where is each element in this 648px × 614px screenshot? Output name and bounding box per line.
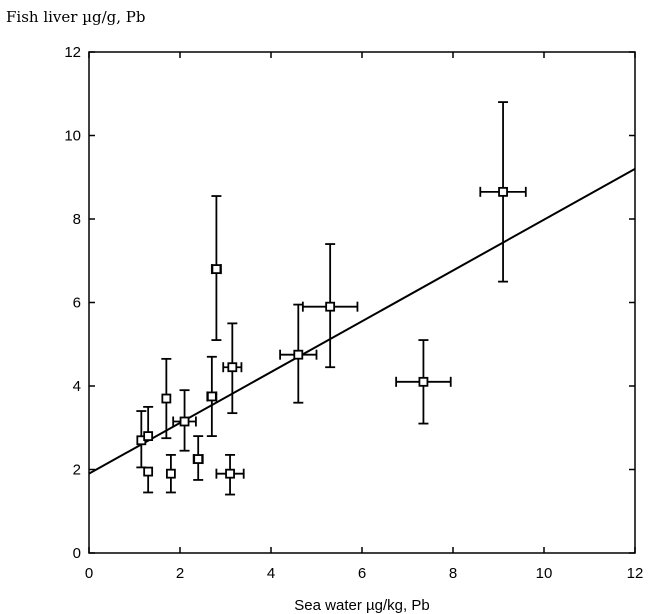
x-tick-label: 12 (627, 565, 644, 582)
point-marker (227, 362, 238, 373)
x-tick-label: 0 (85, 565, 93, 582)
point-marker (143, 431, 154, 442)
data-point (479, 101, 527, 283)
data-point (161, 357, 172, 440)
point-marker (418, 376, 429, 387)
data-point (215, 453, 245, 496)
x-tick-label: 8 (449, 565, 457, 582)
x-tick-label: 2 (176, 565, 184, 582)
y-tick-label: 6 (73, 295, 81, 312)
data-point (143, 466, 154, 494)
x-tick-label: 6 (358, 565, 366, 582)
data-point (206, 355, 218, 438)
regression-line (88, 168, 636, 475)
point-marker (325, 301, 336, 312)
data-point (301, 243, 359, 369)
y-tick-label: 12 (64, 44, 81, 61)
y-axis-label: Fish liver µg/g, Pb (6, 8, 145, 26)
y-tick-label: 2 (73, 462, 81, 479)
point-marker (179, 416, 190, 427)
data-point (210, 195, 222, 341)
tick-labels: 0 2 4 6 8 10 12 0 2 4 6 8 10 12 (64, 44, 643, 582)
data-points (136, 101, 527, 496)
y-tick-label: 4 (73, 378, 81, 395)
data-point (395, 339, 452, 425)
point-marker (211, 264, 222, 275)
point-marker (206, 391, 217, 402)
axis-ticks (88, 51, 636, 554)
data-point (165, 453, 176, 494)
point-marker (161, 393, 172, 404)
point-marker (293, 349, 304, 360)
y-tick-label: 0 (73, 545, 81, 562)
x-axis-label: Sea water µg/kg, Pb (294, 597, 429, 614)
point-marker (165, 468, 176, 479)
y-tick-label: 10 (64, 128, 81, 145)
point-marker (498, 186, 508, 197)
data-point (172, 389, 197, 452)
x-tick-label: 4 (267, 565, 275, 582)
point-marker (225, 468, 235, 479)
y-tick-label: 8 (73, 211, 81, 228)
x-tick-label: 10 (536, 565, 553, 582)
point-marker (193, 454, 204, 464)
data-point (222, 322, 243, 415)
data-point (279, 303, 318, 404)
data-point (192, 435, 204, 481)
data-point (143, 405, 154, 442)
point-marker (143, 466, 154, 477)
